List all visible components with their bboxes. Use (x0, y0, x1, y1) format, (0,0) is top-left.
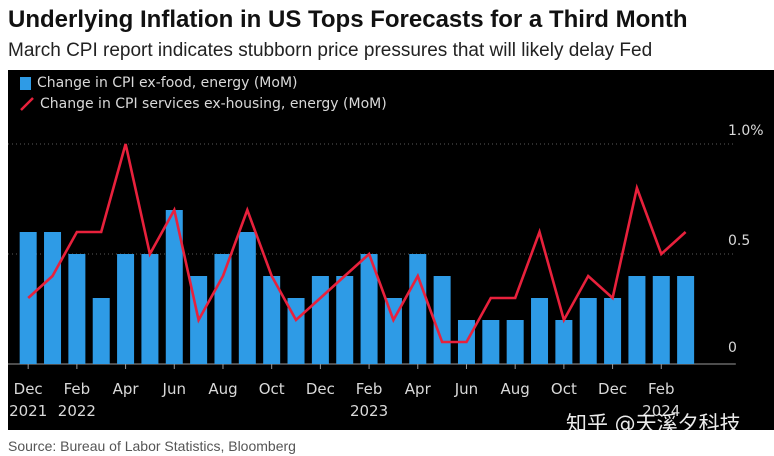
x-tick-label-1: Feb (64, 380, 91, 398)
bar-9 (238, 232, 256, 364)
bar-14 (360, 254, 378, 364)
bar-24 (604, 298, 622, 364)
chart-panel: Change in CPI ex-food, energy (MoM) Chan… (8, 70, 774, 430)
bar-13 (336, 276, 354, 364)
x-tick-label-7: Feb (356, 380, 383, 398)
bar-swatch-icon (20, 76, 31, 90)
bar-26 (652, 276, 670, 364)
bar-12 (311, 276, 329, 364)
bar-2 (68, 254, 86, 364)
bar-0 (19, 232, 37, 364)
bar-25 (628, 276, 646, 364)
x-tick-label-10: Aug (501, 380, 530, 398)
bar-19 (482, 320, 500, 364)
bar-20 (506, 320, 524, 364)
x-tick-year-7: 2023 (350, 402, 388, 420)
x-tick-label-0: Dec (14, 380, 43, 398)
x-tick-year-13: 2024 (642, 402, 680, 420)
bar-21 (531, 298, 549, 364)
bar-6 (165, 210, 183, 364)
bar-5 (141, 254, 159, 364)
chart-subtitle: March CPI report indicates stubborn pric… (8, 40, 653, 61)
x-tick-year-0: 2021 (9, 402, 47, 420)
bar-17 (433, 276, 451, 364)
legend-item-bars: Change in CPI ex-food, energy (MoM) (20, 73, 298, 93)
y-tick-label-2: 1.0% (728, 123, 764, 139)
x-tick-label-2: Apr (113, 380, 140, 398)
bar-3 (92, 298, 110, 364)
x-tick-label-13: Feb (648, 380, 675, 398)
x-tick-label-12: Dec (598, 380, 627, 398)
bar-10 (263, 276, 281, 364)
x-tick-label-9: Jun (454, 380, 478, 398)
bar-4 (117, 254, 135, 364)
bar-27 (677, 276, 695, 364)
legend-label-bars: Change in CPI ex-food, energy (MoM) (37, 75, 298, 91)
x-tick-label-8: Apr (405, 380, 432, 398)
x-tick-year-1: 2022 (58, 402, 96, 420)
x-tick-label-11: Oct (551, 380, 577, 398)
x-tick-label-4: Aug (208, 380, 237, 398)
watermark: 知乎 @天溪夕科技 (566, 412, 741, 436)
bar-1 (44, 232, 62, 364)
y-tick-label-0: 0 (728, 340, 737, 356)
legend-label-line: Change in CPI services ex-housing, energ… (40, 96, 387, 112)
legend-item-line: Change in CPI services ex-housing, energ… (20, 94, 387, 114)
source-note: Source: Bureau of Labor Statistics, Bloo… (8, 438, 296, 454)
x-tick-label-6: Dec (306, 380, 335, 398)
y-tick-label-1: 0.5 (728, 233, 750, 249)
x-tick-label-5: Oct (259, 380, 285, 398)
line-series-services (27, 143, 687, 344)
line-swatch-icon (20, 97, 34, 111)
bar-8 (214, 254, 232, 364)
x-tick-label-3: Jun (162, 380, 186, 398)
bar-22 (555, 320, 573, 364)
cpi-chart: 0 0.5 1.0% Dec 2021 Feb 2022 Apr Jun Aug Oct Dec Feb… (8, 123, 764, 420)
bar-23 (579, 298, 597, 364)
bar-16 (409, 254, 427, 364)
chart-title: Underlying Inflation in US Tops Forecast… (8, 6, 688, 33)
